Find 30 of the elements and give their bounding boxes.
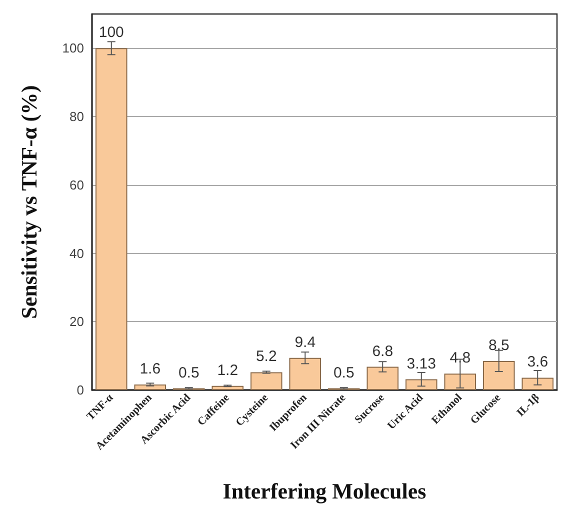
bar [522,378,554,390]
data-label: 8.5 [488,336,510,354]
data-label: 3.6 [527,354,548,371]
data-label: 1.6 [140,360,161,378]
bar [95,48,128,390]
bar [444,374,476,390]
bar [482,360,515,390]
y-tick-label: 60 [70,177,84,192]
data-label: 100 [98,24,124,42]
bar [134,384,166,390]
bar [405,379,438,390]
y-tick-label: 0 [76,382,84,398]
data-label: 5.2 [256,348,277,366]
data-label: 9.4 [294,334,316,351]
y-tick-label: 100 [62,40,84,56]
y-tick-label: 80 [70,109,84,124]
bar [212,386,244,390]
bar [250,372,282,390]
y-axis-title: Sensitivity vs TNF-α (%) [16,85,42,319]
data-label: 6.8 [372,342,394,360]
x-axis-title: Interfering Molecules [222,478,427,504]
data-label: 0.5 [178,364,200,382]
y-tick-label: 40 [70,246,84,261]
bar [289,358,322,390]
data-label: 4.8 [450,350,471,367]
bar [366,366,399,390]
data-label: 0.5 [333,364,354,382]
data-label: 1.2 [217,362,238,379]
data-label: 3.13 [406,355,436,372]
y-tick-label: 20 [70,314,84,330]
